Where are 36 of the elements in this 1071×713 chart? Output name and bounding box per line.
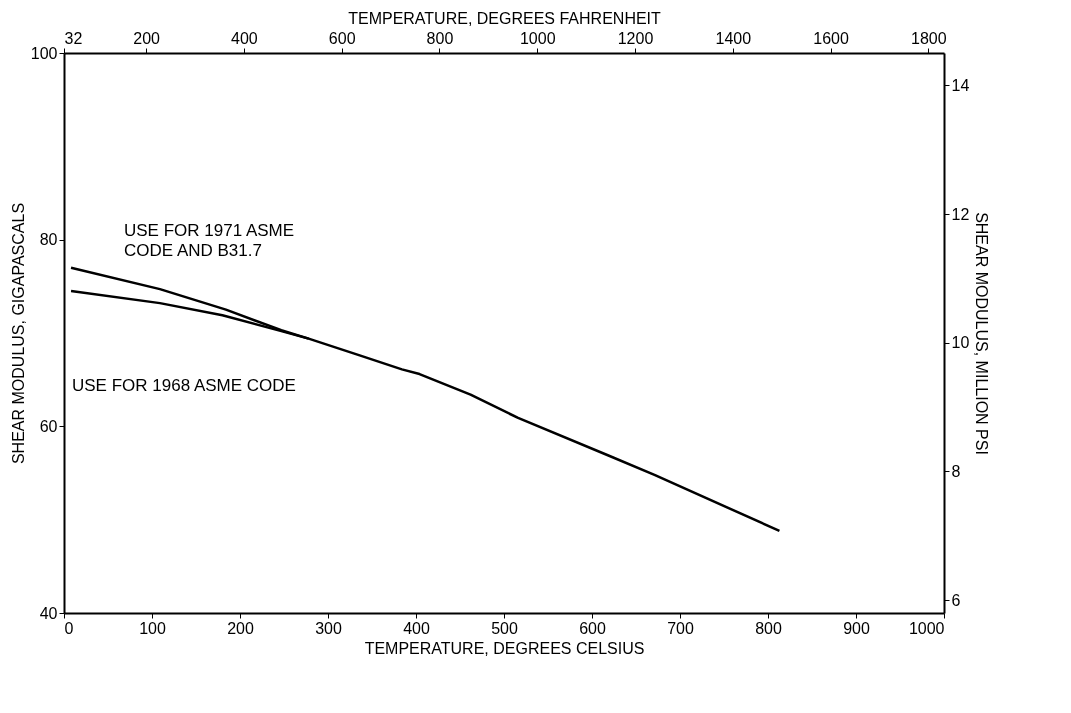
x2-tick-label: 1000 (519, 29, 556, 47)
annotation: USE FOR 1968 ASME CODE (72, 376, 296, 395)
x-tick-label: 1000 (908, 619, 945, 637)
x-tick-label: 300 (315, 619, 342, 637)
y-tick-label: 100 (30, 44, 58, 62)
y2-tick-label: 6 (951, 591, 961, 609)
x2-axis-title: TEMPERATURE, DEGREES FAHRENHEIT (348, 9, 662, 27)
x-axis-title: TEMPERATURE, DEGREES CELSIUS (364, 639, 645, 657)
x2-tick-label: 32 (64, 29, 83, 47)
x2-tick-label: 1600 (813, 29, 849, 47)
y-axis-title: SHEAR MODULUS, GIGAPASCALS (9, 202, 27, 465)
x2-tick-label: 600 (328, 29, 356, 47)
y-tick-label: 80 (39, 231, 58, 249)
y2-tick-label: 8 (951, 462, 961, 480)
x2-tick-label: 400 (231, 29, 258, 47)
x-tick-label: 900 (843, 619, 870, 637)
x2-tick-label: 1200 (617, 29, 654, 47)
x2-tick-label: 200 (133, 29, 161, 47)
annotation: USE FOR 1971 ASME CODE AND B31.7 (124, 221, 295, 260)
x2-tick-label: 1400 (715, 29, 752, 47)
x-tick-label: 500 (491, 619, 518, 637)
x-tick-label: 400 (403, 619, 430, 637)
y2-tick-label: 14 (951, 76, 970, 94)
y2-tick-label: 12 (951, 205, 970, 223)
x-tick-label: 100 (139, 619, 166, 637)
y-tick-label: 40 (39, 604, 58, 622)
y-tick-label: 60 (39, 417, 58, 435)
x-tick-label: 600 (579, 619, 606, 637)
y2-tick-label: 10 (951, 334, 970, 352)
x-tick-label: 800 (755, 619, 782, 637)
x-tick-label: 200 (227, 619, 254, 637)
y2-axis-title: SHEAR MODULUS, MILLION PSI (973, 212, 991, 455)
x2-tick-label: 800 (426, 29, 454, 47)
x-tick-label: 0 (64, 619, 74, 637)
x-tick-label: 700 (667, 619, 694, 637)
x2-tick-label: 1800 (911, 29, 947, 47)
